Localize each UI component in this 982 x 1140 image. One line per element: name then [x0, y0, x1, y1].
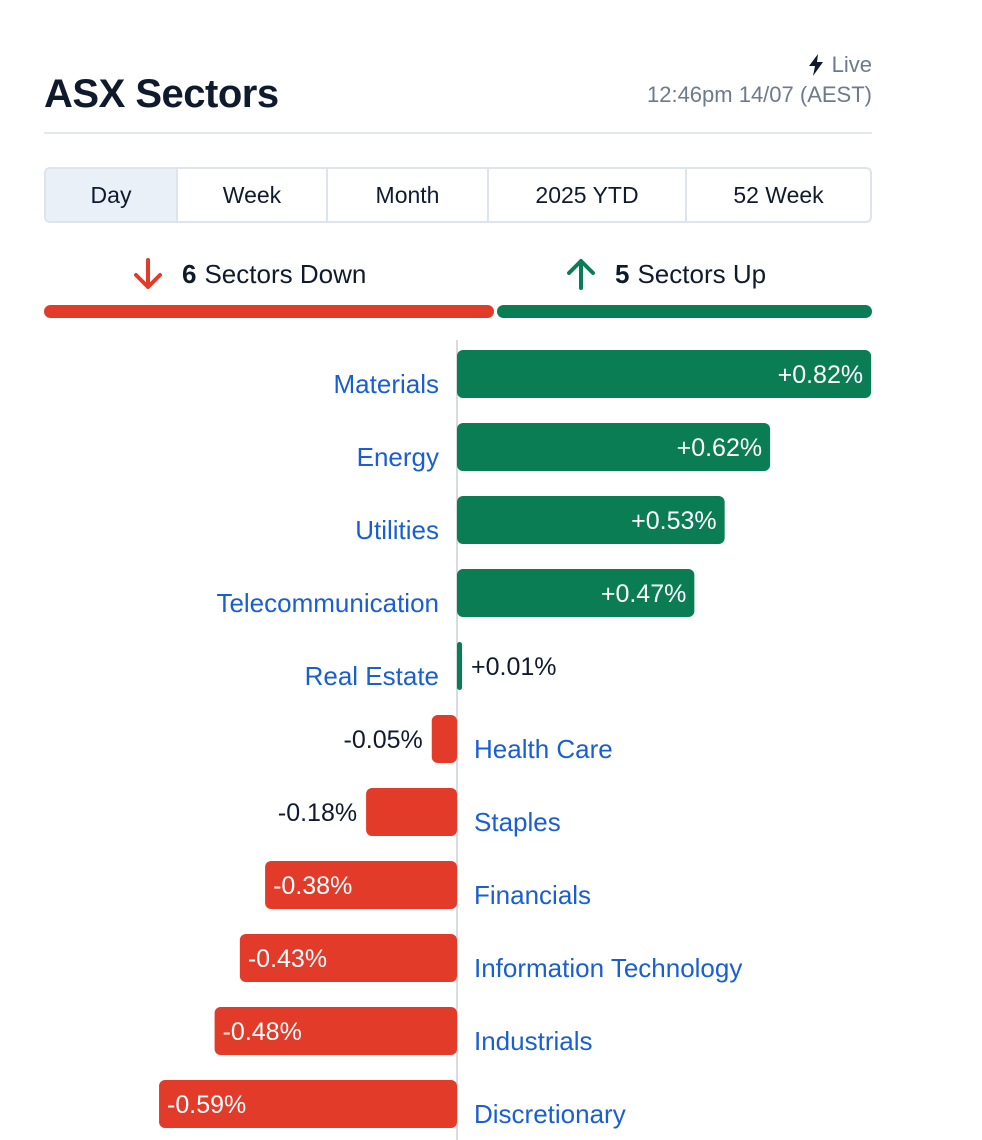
arrow-up-icon [567, 259, 595, 290]
tab-day[interactable]: Day [46, 169, 178, 221]
bar-energy[interactable] [457, 423, 771, 471]
breadth-bar-down [44, 305, 494, 318]
sector-label[interactable]: Utilities [355, 515, 439, 545]
sectors-down-label: Sectors Down [204, 258, 367, 289]
bar-health-care[interactable] [431, 715, 457, 763]
value-label: +0.53% [631, 507, 717, 535]
sectors-up-label: Sectors Up [637, 258, 767, 289]
sector-label[interactable]: Staples [474, 807, 561, 837]
bar-real-estate[interactable] [457, 642, 463, 690]
sectors-down-count: 6 [182, 258, 197, 289]
sector-label[interactable]: Energy [357, 442, 439, 472]
value-label: +0.47% [601, 580, 687, 608]
sector-label[interactable]: Health Care [474, 734, 613, 764]
sector-bar-chart: +0.82% Materials +0.62% Energy +0.53% Utiliti… [159, 340, 872, 1140]
sector-label[interactable]: Real Estate [305, 661, 439, 691]
bolt-icon [808, 54, 823, 76]
breadth-bar-up [497, 305, 872, 318]
value-label: +0.62% [677, 434, 763, 462]
value-label: +0.82% [778, 361, 864, 389]
tab-month[interactable]: Month [328, 169, 489, 221]
page-title: ASX Sectors [44, 72, 279, 116]
sector-label[interactable]: Materials [334, 369, 439, 399]
sectors-up-summary: 5 Sectors Up [565, 252, 766, 296]
value-label: -0.05% [344, 726, 423, 754]
bar-staples[interactable] [366, 788, 457, 836]
sector-label[interactable]: Financials [474, 880, 591, 910]
value-label: -0.48% [223, 1018, 302, 1046]
bar-financials[interactable] [265, 861, 457, 909]
live-label: Live [831, 52, 872, 77]
value-label: -0.18% [278, 799, 357, 827]
sectors-down-summary: 6 Sectors Down [132, 252, 366, 296]
arrow-down-icon [134, 258, 162, 289]
value-label: +0.01% [471, 653, 557, 681]
sector-label[interactable]: Discretionary [474, 1099, 626, 1129]
bar-utilities[interactable] [457, 496, 725, 544]
bar-industrials[interactable] [214, 1007, 457, 1055]
tab-2025-ytd[interactable]: 2025 YTD [489, 169, 687, 221]
timestamp: 12:46pm 14/07 (AEST) [646, 82, 872, 107]
tab-52-week[interactable]: 52 Week [733, 181, 824, 208]
value-label: -0.59% [167, 1091, 246, 1119]
sector-label[interactable]: Information Technology [474, 953, 742, 983]
bar-information-technology[interactable] [239, 934, 457, 982]
sectors-up-count: 5 [615, 258, 630, 289]
sector-label[interactable]: Industrials [474, 1026, 593, 1056]
bar-discretionary[interactable] [159, 1080, 458, 1128]
value-label: -0.38% [273, 872, 352, 900]
header: ASX Sectors Live 12:46pm 14/07 (AEST) [44, 50, 872, 134]
value-label: -0.43% [248, 945, 327, 973]
tab-week[interactable]: Week [178, 169, 328, 221]
period-tabs: Day Week Month 2025 YTD 52 Week [44, 167, 872, 223]
bar-telecommunication[interactable] [457, 569, 695, 617]
bar-materials[interactable] [457, 350, 872, 398]
live-indicator: Live [808, 52, 872, 78]
sector-label[interactable]: Telecommunication [216, 588, 439, 618]
